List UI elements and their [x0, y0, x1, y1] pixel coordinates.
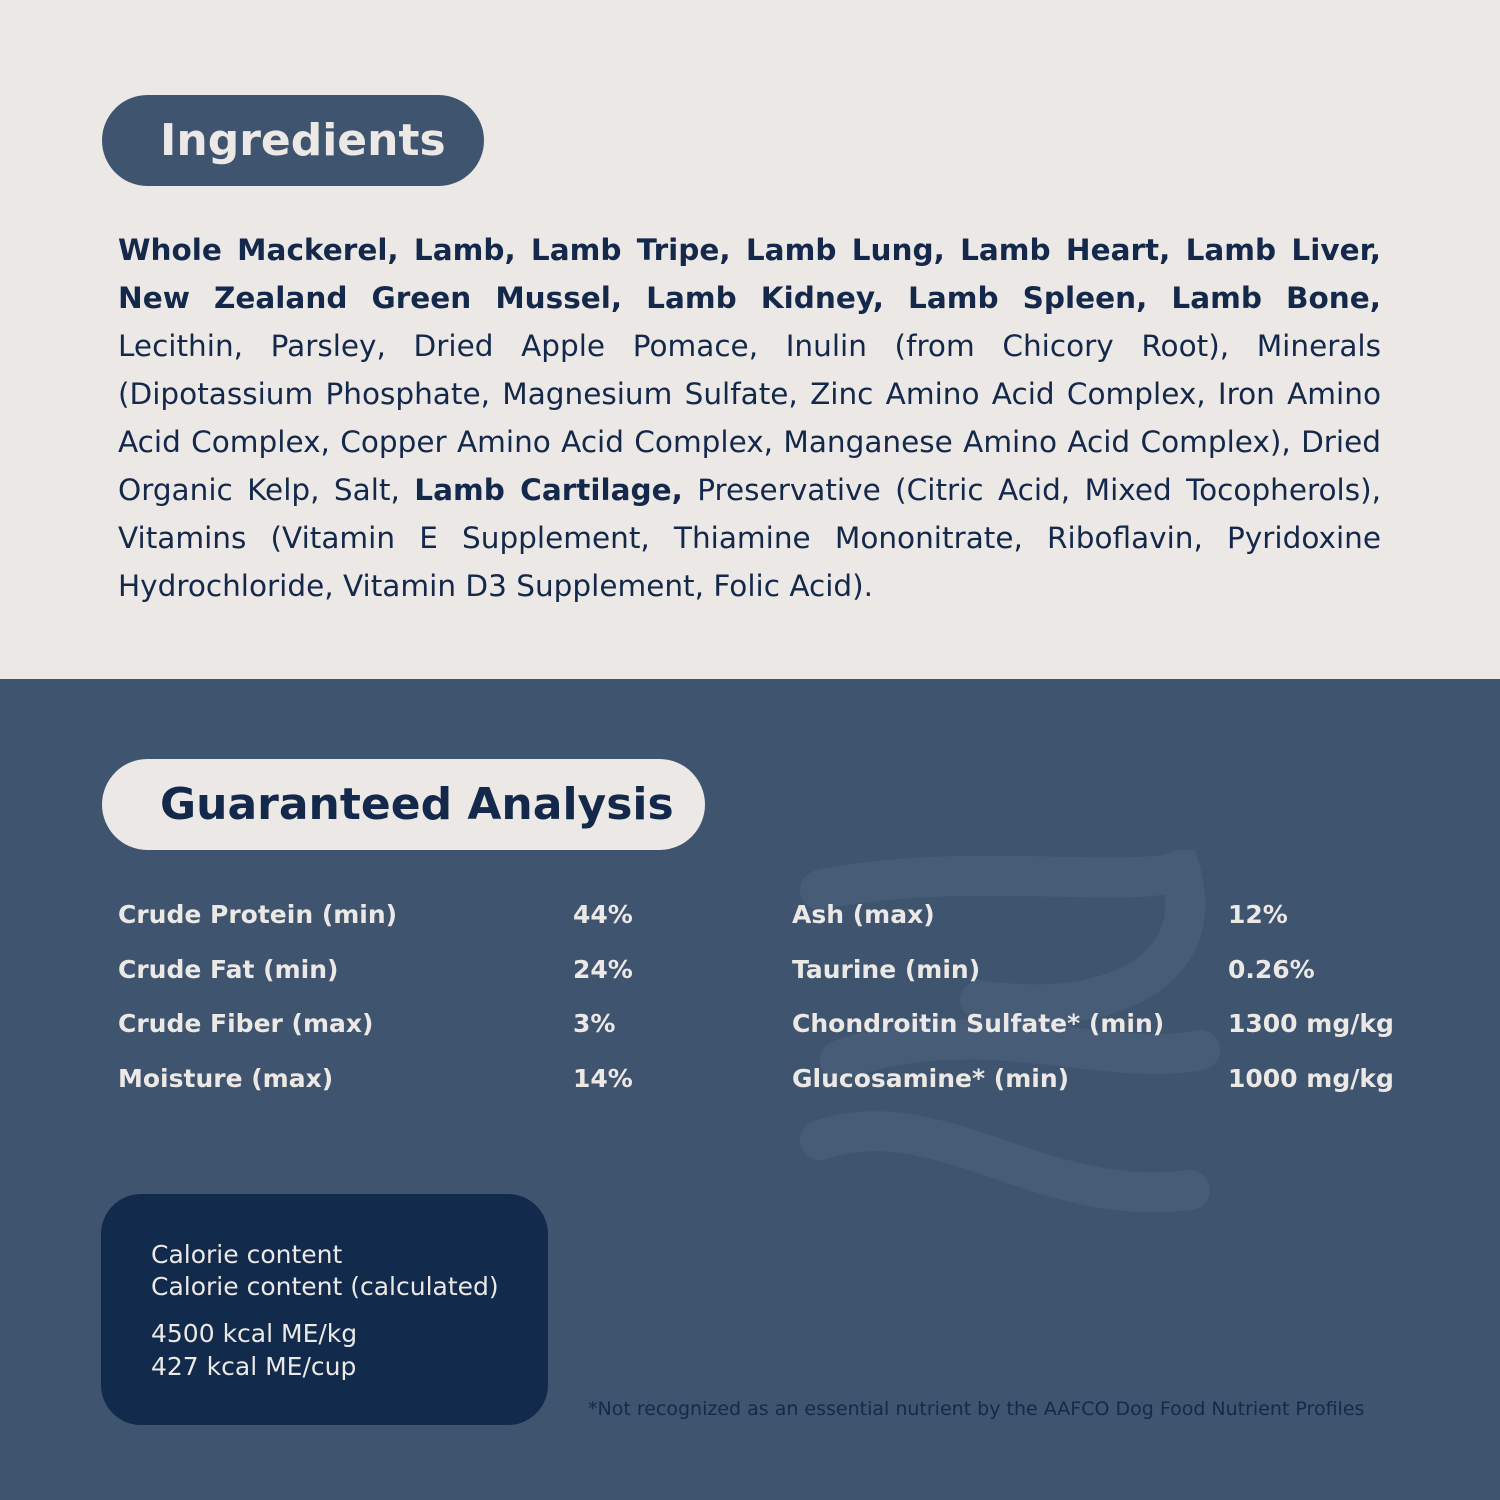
guaranteed-analysis-heading: Guaranteed Analysis	[102, 759, 705, 850]
analysis-label: Crude Fat (min)	[118, 955, 339, 984]
calorie-per-cup: 427 kcal ME/cup	[151, 1352, 357, 1381]
wave-watermark-icon	[800, 850, 1220, 1213]
analysis-value: 3%	[573, 1009, 616, 1038]
analysis-value: 24%	[573, 955, 633, 984]
ingredient-segment-bold: Lamb Cartilage,	[414, 473, 683, 507]
analysis-value: 1300 mg/kg	[1228, 1009, 1394, 1038]
analysis-label: Moisture (max)	[118, 1064, 334, 1093]
ingredient-segment: Preservative (Citric Acid, Mixed Tocophe…	[118, 473, 1381, 603]
analysis-label: Taurine (min)	[792, 955, 981, 984]
calorie-calculated-label: Calorie content (calculated)	[151, 1272, 499, 1301]
calorie-box: Calorie content Calorie content (calcula…	[101, 1194, 548, 1425]
calorie-label: Calorie content	[151, 1240, 343, 1269]
analysis-label: Ash (max)	[792, 900, 935, 929]
analysis-value: 12%	[1228, 900, 1288, 929]
calorie-per-kg: 4500 kcal ME/kg	[151, 1319, 358, 1348]
ingredients-heading: Ingredients	[102, 95, 484, 186]
analysis-label: Crude Protein (min)	[118, 900, 398, 929]
analysis-label: Chondroitin Sulfate* (min)	[792, 1009, 1165, 1038]
analysis-label: Glucosamine* (min)	[792, 1064, 1070, 1093]
footnote: *Not recognized as an essential nutrient…	[588, 1398, 1365, 1420]
analysis-value: 14%	[573, 1064, 633, 1093]
analysis-value: 0.26%	[1228, 955, 1315, 984]
analysis-label: Crude Fiber (max)	[118, 1009, 374, 1038]
analysis-value: 1000 mg/kg	[1228, 1064, 1394, 1093]
ingredients-list: Whole Mackerel, Lamb, Lamb Tripe, Lamb L…	[118, 226, 1381, 610]
ingredient-segment: Lecithin, Parsley, Dried Apple Pomace, I…	[118, 329, 1381, 507]
ingredients-section: Ingredients Whole Mackerel, Lamb, Lamb T…	[0, 0, 1500, 679]
ingredient-segment-bold: Whole Mackerel, Lamb, Lamb Tripe, Lamb L…	[118, 233, 1381, 315]
analysis-value: 44%	[573, 900, 633, 929]
